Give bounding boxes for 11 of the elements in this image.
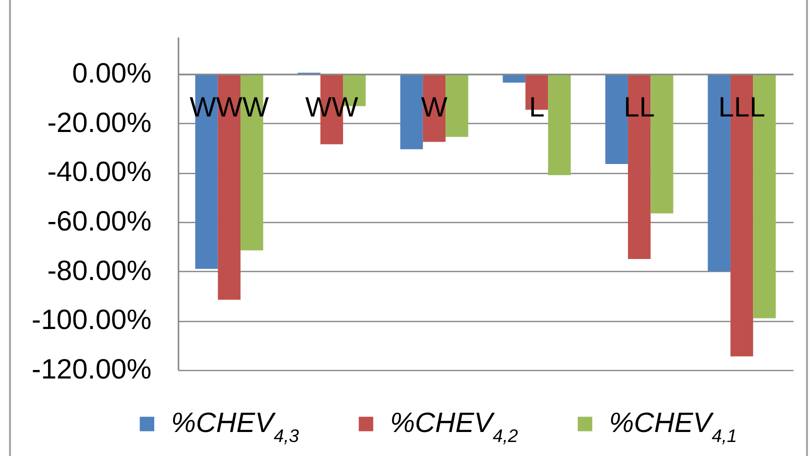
y-tick-label: 0.00%	[72, 58, 152, 88]
legend-label: %CHEV$_{4,2}$	[390, 407, 518, 446]
y-tick-label: -80.00%	[47, 254, 152, 286]
legend-label: %CHEV$_{4,1}$	[609, 407, 737, 446]
y-tick-label: -40.00%	[47, 156, 152, 188]
x-tick-label: WW	[305, 92, 359, 122]
y-tick-label: -20.00%	[47, 106, 152, 138]
legend-label: %CHEV$_{4,3}$	[171, 407, 299, 446]
y-tick-label: -100.00%	[32, 304, 152, 336]
y-tick-label: -120.00%	[32, 354, 152, 384]
y-tick-label: -60.00%	[47, 206, 152, 236]
